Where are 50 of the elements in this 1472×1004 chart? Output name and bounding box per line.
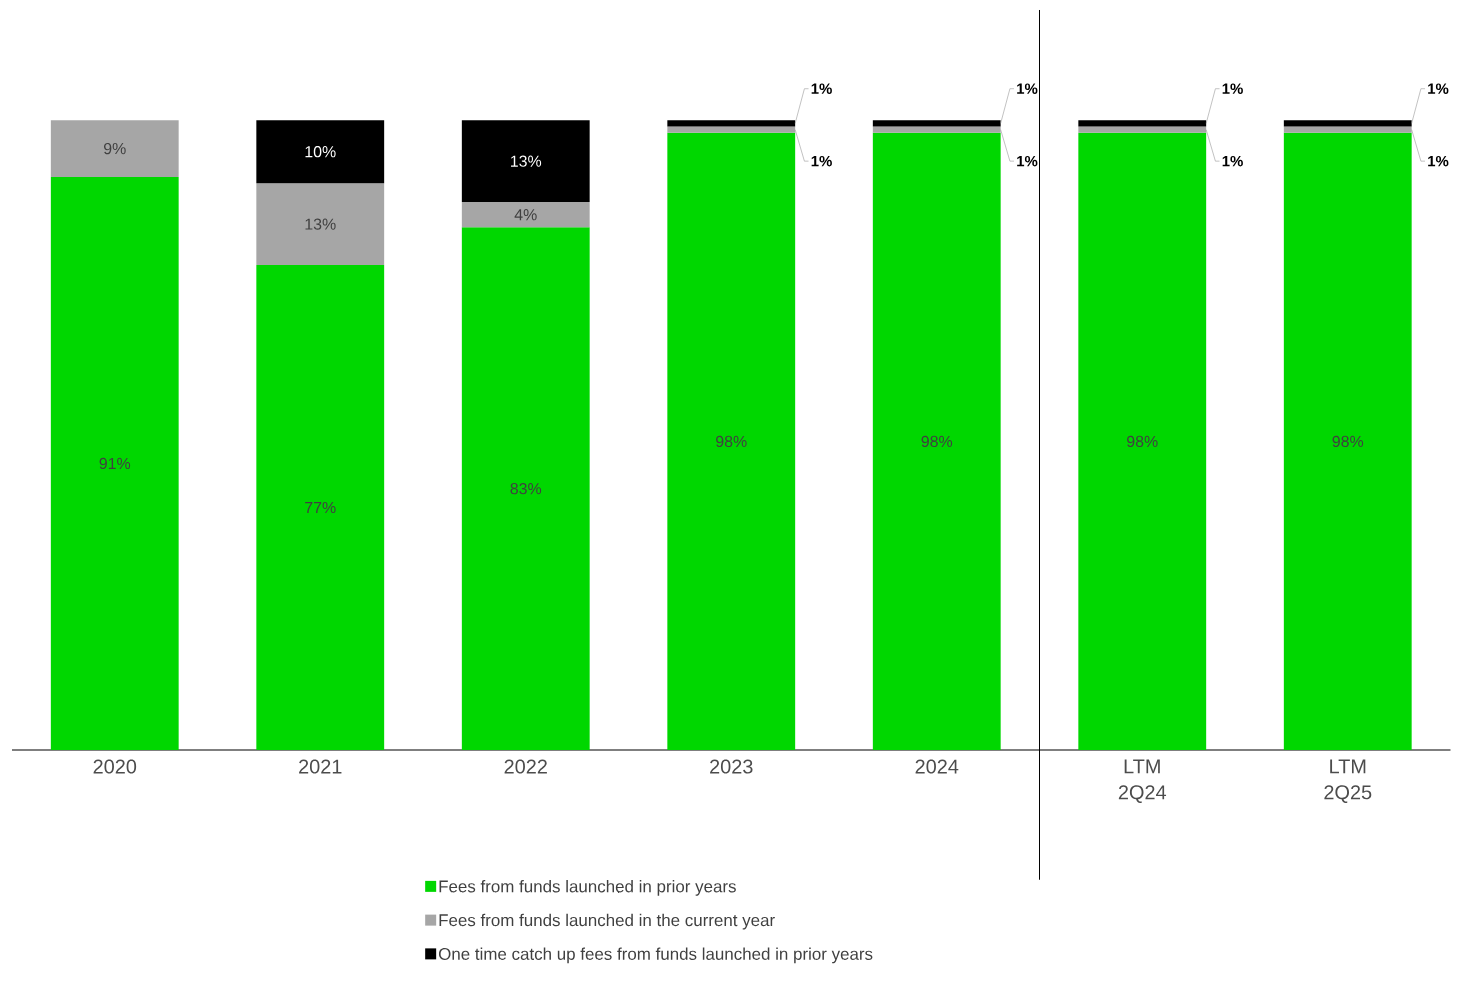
data-label: 1% xyxy=(1222,155,1243,167)
data-label: 1% xyxy=(1428,83,1449,94)
bar xyxy=(1283,132,1412,750)
bar xyxy=(256,183,385,266)
bar xyxy=(667,120,796,127)
data-label: 1% xyxy=(1017,83,1038,94)
x-tick-label: 2020 xyxy=(93,759,137,774)
data-label: 98% xyxy=(921,435,953,448)
data-label: 98% xyxy=(716,435,747,448)
legend-label: One time catch up fees from funds launched in prior years xyxy=(438,947,873,964)
data-label: 91% xyxy=(99,457,131,470)
data-label: 77% xyxy=(305,501,336,514)
data-label: 1% xyxy=(1222,83,1243,94)
x-tick-label: LTM 2Q25 xyxy=(1324,759,1372,803)
bar xyxy=(872,126,1001,133)
bar xyxy=(1078,126,1207,133)
x-tick-label: 2022 xyxy=(504,759,547,774)
data-label: 13% xyxy=(305,218,336,230)
bar xyxy=(256,120,385,184)
bar xyxy=(50,120,179,177)
x-tick-label: LTM 2Q24 xyxy=(1118,759,1167,803)
bar xyxy=(872,132,1001,750)
data-label: 83% xyxy=(510,483,542,495)
legend-label: Fees from funds launched in prior years xyxy=(439,879,736,896)
bar xyxy=(1078,120,1207,127)
bar xyxy=(1283,120,1412,127)
data-label: 13% xyxy=(511,155,542,167)
bar xyxy=(50,176,179,750)
bar xyxy=(461,202,590,228)
data-label: 98% xyxy=(1127,435,1158,448)
legend-label: Fees from funds launched in the current year xyxy=(439,913,775,930)
x-tick-label: 2021 xyxy=(299,759,342,774)
bar xyxy=(667,126,796,133)
bar xyxy=(872,120,1001,127)
x-tick-label: 2024 xyxy=(915,759,959,774)
data-label: 1% xyxy=(811,83,832,94)
bar xyxy=(667,132,796,750)
bar xyxy=(461,120,590,203)
x-tick-label: 2023 xyxy=(710,759,753,774)
data-label: 9% xyxy=(103,142,126,155)
data-label: 1% xyxy=(1428,155,1449,167)
data-label: 1% xyxy=(811,155,832,167)
data-label: 4% xyxy=(514,209,537,221)
bar xyxy=(1078,132,1207,750)
bar xyxy=(1283,126,1412,133)
data-label: 10% xyxy=(305,146,336,158)
data-label: 1% xyxy=(1017,155,1038,167)
data-label: 98% xyxy=(1332,435,1364,448)
bar xyxy=(256,265,385,750)
bar xyxy=(461,227,590,750)
